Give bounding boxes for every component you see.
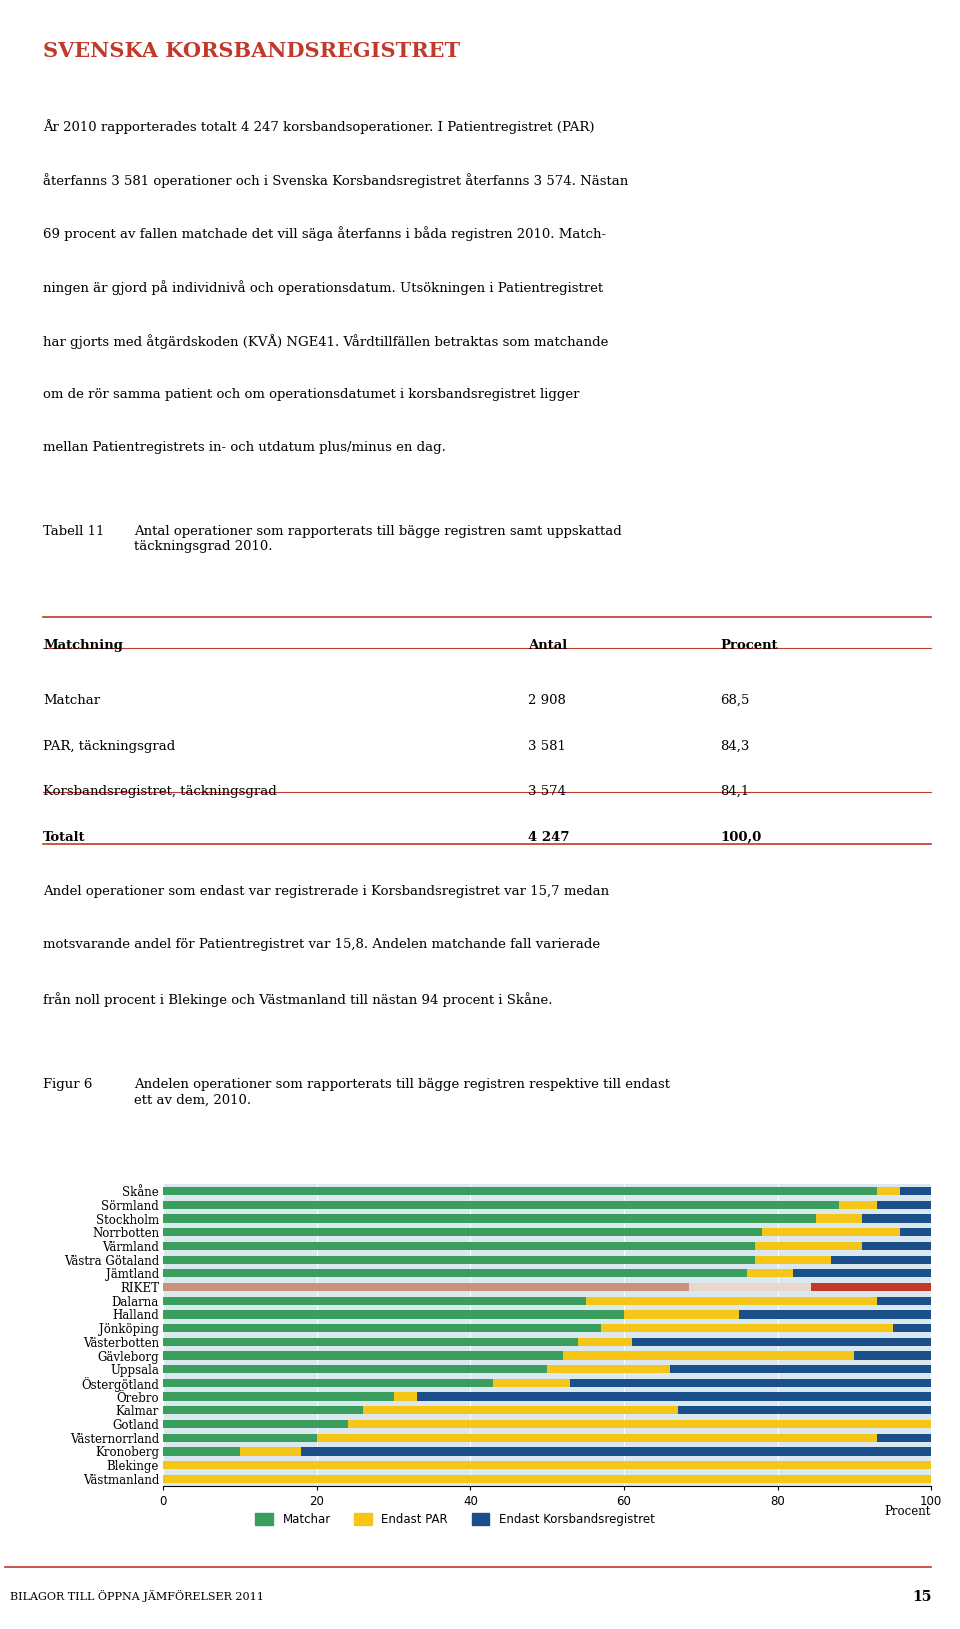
Bar: [163, 1461, 931, 1469]
Bar: [601, 1324, 893, 1333]
Bar: [570, 1378, 931, 1386]
Bar: [163, 1434, 317, 1442]
Bar: [762, 1228, 900, 1236]
Text: 68,5: 68,5: [720, 694, 750, 707]
Text: återfanns 3 581 operationer och i Svenska Korsbandsregistret återfanns 3 574. Nä: återfanns 3 581 operationer och i Svensk…: [43, 173, 629, 187]
Bar: [816, 1215, 862, 1223]
Bar: [739, 1310, 931, 1318]
Text: om de rör samma patient och om operationsdatumet i korsbandsregistret ligger: om de rör samma patient och om operation…: [43, 388, 580, 401]
Bar: [747, 1269, 793, 1277]
Bar: [163, 1365, 547, 1373]
Bar: [163, 1297, 586, 1305]
Text: 84,1: 84,1: [720, 785, 749, 798]
Text: Korsbandsregistret, täckningsgrad: Korsbandsregistret, täckningsgrad: [43, 785, 276, 798]
Bar: [163, 1420, 348, 1429]
Bar: [163, 1406, 363, 1414]
Text: Totalt: Totalt: [43, 831, 85, 844]
Text: ningen är gjord på individnivå och operationsdatum. Utsökningen i Patientregistr: ningen är gjord på individnivå och opera…: [43, 280, 603, 295]
Text: BILAGOR TILL ÖPPNA JÄMFÖRELSER 2011: BILAGOR TILL ÖPPNA JÄMFÖRELSER 2011: [10, 1590, 263, 1601]
Bar: [862, 1215, 931, 1223]
Text: 2 908: 2 908: [528, 694, 565, 707]
Bar: [163, 1378, 493, 1386]
Bar: [862, 1241, 931, 1249]
Bar: [163, 1269, 747, 1277]
Text: 15: 15: [912, 1590, 931, 1605]
Text: Andelen operationer som rapporterats till bägge registren respektive till endast: Andelen operationer som rapporterats til…: [134, 1078, 670, 1106]
Text: har gjorts med åtgärdskoden (KVÅ) NGE41. Vårdtillfällen betraktas som matchande: har gjorts med åtgärdskoden (KVÅ) NGE41.…: [43, 334, 609, 349]
Bar: [163, 1256, 755, 1264]
Bar: [417, 1393, 931, 1401]
Bar: [689, 1284, 810, 1292]
Bar: [163, 1393, 394, 1401]
Bar: [363, 1406, 678, 1414]
Bar: [163, 1284, 689, 1292]
Bar: [793, 1269, 931, 1277]
Text: PAR, täckningsgrad: PAR, täckningsgrad: [43, 740, 176, 753]
Text: 84,3: 84,3: [720, 740, 750, 753]
Bar: [163, 1474, 931, 1482]
Text: Antal operationer som rapporterats till bägge registren samt uppskattad
täckning: Antal operationer som rapporterats till …: [134, 525, 622, 552]
Bar: [493, 1378, 570, 1386]
Bar: [163, 1215, 816, 1223]
Bar: [563, 1352, 854, 1360]
Text: Procent: Procent: [885, 1505, 931, 1518]
Text: Matchning: Matchning: [43, 639, 123, 652]
Text: 100,0: 100,0: [720, 831, 761, 844]
Bar: [547, 1365, 670, 1373]
Bar: [877, 1434, 931, 1442]
Bar: [854, 1352, 931, 1360]
Bar: [163, 1310, 624, 1318]
Text: Andel operationer som endast var registrerade i Korsbandsregistret var 15,7 meda: Andel operationer som endast var registr…: [43, 885, 610, 898]
Bar: [163, 1228, 762, 1236]
Text: 3 581: 3 581: [528, 740, 565, 753]
Bar: [394, 1393, 417, 1401]
Bar: [839, 1201, 877, 1209]
Bar: [240, 1447, 301, 1456]
Text: Procent: Procent: [720, 639, 778, 652]
Text: Figur 6: Figur 6: [43, 1078, 92, 1091]
Text: från noll procent i Blekinge och Västmanland till nästan 94 procent i Skåne.: från noll procent i Blekinge och Västman…: [43, 992, 553, 1007]
Bar: [632, 1337, 931, 1346]
Bar: [578, 1337, 632, 1346]
Bar: [586, 1297, 877, 1305]
Text: År 2010 rapporterades totalt 4 247 korsbandsoperationer. I Patientregistret (PAR: År 2010 rapporterades totalt 4 247 korsb…: [43, 119, 594, 134]
Bar: [348, 1420, 931, 1429]
Text: 3 574: 3 574: [528, 785, 566, 798]
Legend: Matchar, Endast PAR, Endast Korsbandsregistret: Matchar, Endast PAR, Endast Korsbandsreg…: [251, 1508, 660, 1531]
Bar: [163, 1241, 755, 1249]
Text: SVENSKA KORSBANDSREGISTRET: SVENSKA KORSBANDSREGISTRET: [43, 41, 461, 60]
Bar: [624, 1310, 739, 1318]
Text: Matchar: Matchar: [43, 694, 101, 707]
Bar: [317, 1434, 877, 1442]
Bar: [163, 1352, 563, 1360]
Bar: [163, 1337, 578, 1346]
Bar: [831, 1256, 931, 1264]
Bar: [163, 1201, 839, 1209]
Bar: [163, 1188, 877, 1196]
Bar: [163, 1447, 240, 1456]
Text: 69 procent av fallen matchade det vill säga återfanns i båda registren 2010. Mat: 69 procent av fallen matchade det vill s…: [43, 226, 607, 241]
Bar: [877, 1201, 931, 1209]
Bar: [810, 1284, 931, 1292]
Bar: [670, 1365, 931, 1373]
Bar: [877, 1297, 931, 1305]
Bar: [893, 1324, 931, 1333]
Bar: [755, 1241, 862, 1249]
Text: motsvarande andel för Patientregistret var 15,8. Andelen matchande fall varierad: motsvarande andel för Patientregistret v…: [43, 938, 600, 951]
Text: Antal: Antal: [528, 639, 567, 652]
Bar: [900, 1188, 931, 1196]
Bar: [900, 1228, 931, 1236]
Bar: [301, 1447, 931, 1456]
Bar: [163, 1324, 601, 1333]
Text: mellan Patientregistrets in- och utdatum plus/minus en dag.: mellan Patientregistrets in- och utdatum…: [43, 441, 446, 454]
Bar: [678, 1406, 931, 1414]
Text: Tabell 11: Tabell 11: [43, 525, 105, 538]
Bar: [877, 1188, 900, 1196]
Text: 4 247: 4 247: [528, 831, 569, 844]
Bar: [755, 1256, 831, 1264]
